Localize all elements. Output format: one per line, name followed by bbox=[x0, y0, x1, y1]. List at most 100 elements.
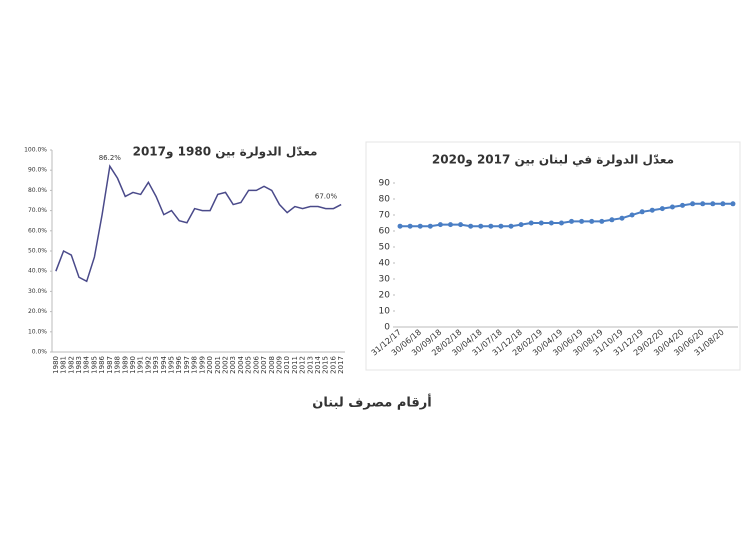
y-tick-label: 80.0% bbox=[28, 187, 47, 194]
y-tick-label: 60 bbox=[379, 227, 391, 237]
y-tick-label: 80 bbox=[379, 195, 391, 205]
data-point bbox=[508, 223, 514, 229]
data-point bbox=[397, 223, 403, 229]
x-tick-label: 2001 bbox=[214, 356, 222, 374]
data-point bbox=[478, 223, 484, 229]
y-tick-label: 90 bbox=[379, 179, 391, 189]
data-point bbox=[659, 206, 665, 212]
data-point bbox=[498, 223, 504, 229]
data-point bbox=[720, 201, 726, 207]
y-tick-label: 30 bbox=[379, 275, 391, 285]
data-point bbox=[669, 204, 675, 210]
data-point bbox=[427, 223, 433, 229]
x-tick-label: 1984 bbox=[83, 355, 91, 373]
data-point bbox=[528, 220, 534, 226]
x-tick-label: 2006 bbox=[252, 355, 260, 373]
data-point bbox=[548, 220, 554, 226]
data-point bbox=[437, 222, 443, 228]
x-tick-label: 1997 bbox=[183, 356, 191, 374]
y-tick-label: 10.0% bbox=[28, 328, 47, 335]
x-tick-label: 1991 bbox=[137, 356, 145, 374]
y-tick-label: 70.0% bbox=[28, 207, 47, 214]
y-tick-label: 40.0% bbox=[28, 268, 47, 275]
y-tick-label: 50.0% bbox=[28, 248, 47, 255]
data-line bbox=[400, 202, 733, 228]
x-tick-label: 2012 bbox=[299, 356, 307, 374]
data-point bbox=[447, 222, 453, 228]
x-tick-label: 1998 bbox=[191, 356, 199, 374]
x-tick-label: 1980 bbox=[52, 356, 60, 374]
data-point bbox=[569, 218, 575, 224]
x-tick-label: 1989 bbox=[121, 356, 129, 374]
caption: أرقام مصرف لبنان bbox=[312, 394, 431, 411]
data-point bbox=[690, 201, 696, 207]
x-tick-label: 1995 bbox=[168, 356, 176, 374]
data-point bbox=[629, 212, 635, 218]
data-point bbox=[458, 222, 464, 228]
y-tick-label: 10 bbox=[379, 307, 391, 317]
data-point bbox=[468, 223, 474, 229]
x-tick-label: 2003 bbox=[229, 356, 237, 374]
x-tick-label: 1988 bbox=[114, 356, 122, 374]
x-tick-label: 2014 bbox=[314, 355, 322, 373]
data-point bbox=[599, 218, 605, 224]
data-point bbox=[417, 223, 423, 229]
y-tick-label: 20 bbox=[379, 291, 391, 301]
x-tick-label: 1986 bbox=[98, 355, 106, 373]
y-tick-label: 40 bbox=[379, 259, 391, 269]
x-tick-label: 2004 bbox=[237, 355, 245, 373]
data-line bbox=[55, 164, 342, 283]
x-tick-label: 2002 bbox=[221, 356, 229, 374]
data-point bbox=[730, 201, 736, 207]
data-point bbox=[710, 201, 716, 207]
data-point bbox=[579, 218, 585, 224]
data-point bbox=[619, 215, 625, 221]
chart-title: معدّل الدولرة بين 1980 و2017 bbox=[133, 145, 318, 160]
data-point bbox=[700, 201, 706, 207]
data-point bbox=[407, 223, 413, 229]
y-tick-label: 20.0% bbox=[28, 308, 47, 315]
y-tick-label: 90.0% bbox=[28, 167, 47, 174]
data-point bbox=[639, 209, 645, 215]
data-point bbox=[680, 202, 686, 208]
y-tick-label: 30.0% bbox=[28, 288, 47, 295]
x-tick-label: 1982 bbox=[67, 356, 75, 374]
x-tick-label: 2011 bbox=[291, 356, 299, 374]
data-point bbox=[558, 220, 564, 226]
y-tick-label: 70 bbox=[379, 211, 391, 221]
x-tick-label: 1999 bbox=[198, 356, 206, 374]
x-tick-label: 1985 bbox=[90, 356, 98, 374]
x-tick-label: 1992 bbox=[144, 356, 152, 374]
data-point bbox=[518, 222, 524, 228]
data-point bbox=[649, 207, 655, 213]
x-tick-label: 2008 bbox=[268, 356, 276, 374]
annotation: 86.2% bbox=[99, 154, 122, 162]
x-tick-label: 1981 bbox=[60, 356, 68, 374]
data-point bbox=[589, 218, 595, 224]
x-tick-label: 2007 bbox=[260, 356, 268, 374]
x-tick-label: 1990 bbox=[129, 356, 137, 374]
data-point bbox=[488, 223, 494, 229]
data-point bbox=[538, 220, 544, 226]
chart-title: معدّل الدولرة في لبنان بين 2017 و2020 bbox=[432, 153, 674, 168]
x-tick-label: 2016 bbox=[329, 355, 337, 373]
x-tick-label: 2000 bbox=[206, 356, 214, 374]
x-tick-label: 2009 bbox=[275, 356, 283, 374]
x-tick-label: 1987 bbox=[106, 356, 114, 374]
y-tick-label: 100.0% bbox=[24, 147, 47, 154]
x-tick-label: 1996 bbox=[175, 355, 183, 373]
x-tick-label: 2013 bbox=[306, 356, 314, 374]
annotation: 67.0% bbox=[315, 193, 338, 201]
y-tick-label: 60.0% bbox=[28, 227, 47, 234]
y-tick-label: 50 bbox=[379, 243, 391, 253]
y-tick-label: 0.0% bbox=[32, 349, 48, 356]
x-tick-label: 1983 bbox=[75, 356, 83, 374]
x-tick-label: 2015 bbox=[322, 356, 330, 374]
x-tick-label: 2005 bbox=[245, 356, 253, 374]
data-point bbox=[609, 217, 615, 223]
chart-frame bbox=[365, 141, 741, 371]
x-tick-label: 1993 bbox=[152, 356, 160, 374]
x-tick-label: 2010 bbox=[283, 356, 291, 374]
y-tick-label: 0 bbox=[384, 323, 390, 333]
